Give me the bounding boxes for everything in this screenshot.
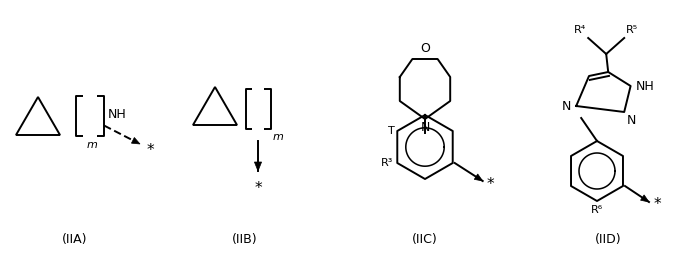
Polygon shape bbox=[254, 162, 261, 171]
Text: *: * bbox=[254, 181, 262, 196]
Text: R³: R³ bbox=[381, 158, 394, 168]
Text: *: * bbox=[146, 144, 154, 158]
Text: (IIC): (IIC) bbox=[412, 233, 438, 246]
Polygon shape bbox=[131, 138, 140, 144]
Text: R⁵: R⁵ bbox=[626, 25, 638, 35]
Text: R⁴: R⁴ bbox=[574, 25, 586, 35]
Text: R⁶: R⁶ bbox=[591, 205, 603, 215]
Text: (IIB): (IIB) bbox=[232, 233, 258, 246]
Text: (IIA): (IIA) bbox=[62, 233, 88, 246]
Text: NH: NH bbox=[108, 107, 127, 120]
Text: N: N bbox=[627, 114, 637, 127]
Text: m: m bbox=[87, 140, 97, 150]
Text: m: m bbox=[273, 132, 283, 142]
Polygon shape bbox=[640, 195, 649, 202]
Text: N: N bbox=[420, 121, 430, 134]
Text: *: * bbox=[653, 197, 661, 213]
Polygon shape bbox=[474, 174, 483, 181]
Text: T: T bbox=[387, 126, 394, 136]
Text: NH: NH bbox=[635, 79, 654, 92]
Text: (IID): (IID) bbox=[595, 233, 621, 246]
Text: *: * bbox=[487, 177, 494, 192]
Text: N: N bbox=[562, 100, 571, 112]
Text: O: O bbox=[420, 42, 430, 55]
